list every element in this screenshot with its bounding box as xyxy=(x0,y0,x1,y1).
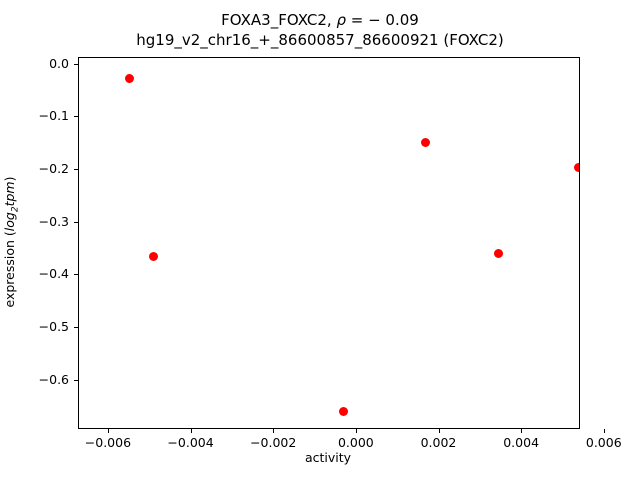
x-axis-tick xyxy=(107,429,109,433)
data-point xyxy=(124,73,134,83)
data-point xyxy=(574,163,579,173)
y-axis-label-suffix: ) xyxy=(1,176,17,182)
y-axis-tick xyxy=(74,168,78,170)
y-axis-tick-label: −0.4 xyxy=(38,266,69,282)
x-axis-tick xyxy=(438,429,440,433)
y-axis-tick xyxy=(74,116,78,118)
x-axis-tick-label: −0.004 xyxy=(167,435,214,450)
chart-title-prefix: FOXA3_FOXC2, xyxy=(221,11,337,29)
data-point xyxy=(339,407,349,417)
chart-title-correlation: = − 0.09 xyxy=(345,11,419,29)
x-axis-tick-label: −0.006 xyxy=(84,435,132,450)
y-axis-tick-label: −0.3 xyxy=(38,213,69,229)
data-point xyxy=(421,137,431,147)
y-axis-tick xyxy=(74,63,78,65)
chart-subtitle: hg19_v2_chr16_+_86600857_86600921 (FOXC2… xyxy=(136,31,504,49)
x-axis-tick xyxy=(603,429,605,433)
y-axis-tick-label: −0.6 xyxy=(38,371,69,387)
y-axis-label-subscript: 2 xyxy=(10,206,21,213)
chart-title: FOXA3_FOXC2, ρ = − 0.09 hg19_v2_chr16_+_… xyxy=(0,10,640,50)
x-axis-tick xyxy=(521,429,523,433)
x-axis-tick-label: 0.000 xyxy=(337,435,374,450)
y-axis-label-tpm: tpm xyxy=(1,181,17,207)
y-axis-tick-label: −0.5 xyxy=(38,319,69,335)
chart-title-line-1: FOXA3_FOXC2, ρ = − 0.09 xyxy=(0,10,640,30)
y-axis-tick-label: −0.1 xyxy=(38,108,69,124)
x-axis-tick-label: 0.006 xyxy=(585,435,622,450)
data-points-layer xyxy=(79,58,579,428)
x-axis-tick xyxy=(190,429,192,433)
y-axis-tick xyxy=(74,221,78,223)
x-axis-tick xyxy=(355,429,357,433)
y-axis-tick-label: 0.0 xyxy=(49,55,69,71)
data-point xyxy=(494,248,504,258)
plot-axes-area: −0.006 −0.004 −0.002 0.000 0.002 0.004 0.006 0.… xyxy=(39,56,622,450)
y-axis-tick xyxy=(74,327,78,329)
y-axis-tick xyxy=(74,379,78,381)
y-axis-tick-label: −0.2 xyxy=(38,160,69,176)
y-axis-label: expression (log2tpm) xyxy=(2,177,21,308)
data-point xyxy=(149,251,159,261)
rho-symbol: ρ xyxy=(336,11,346,29)
x-axis-tick-label: 0.004 xyxy=(503,435,540,450)
y-axis-label-container: expression (log2tpm) xyxy=(0,57,22,427)
y-axis-tick xyxy=(74,274,78,276)
y-axis-label-prefix: expression ( xyxy=(1,231,17,308)
x-axis-label: activity xyxy=(304,450,352,465)
x-axis-tick xyxy=(273,429,275,433)
x-axis-tick-label: −0.002 xyxy=(250,435,297,450)
x-axis-tick-label: 0.002 xyxy=(420,435,457,450)
y-axis-label-log: log xyxy=(1,212,17,232)
